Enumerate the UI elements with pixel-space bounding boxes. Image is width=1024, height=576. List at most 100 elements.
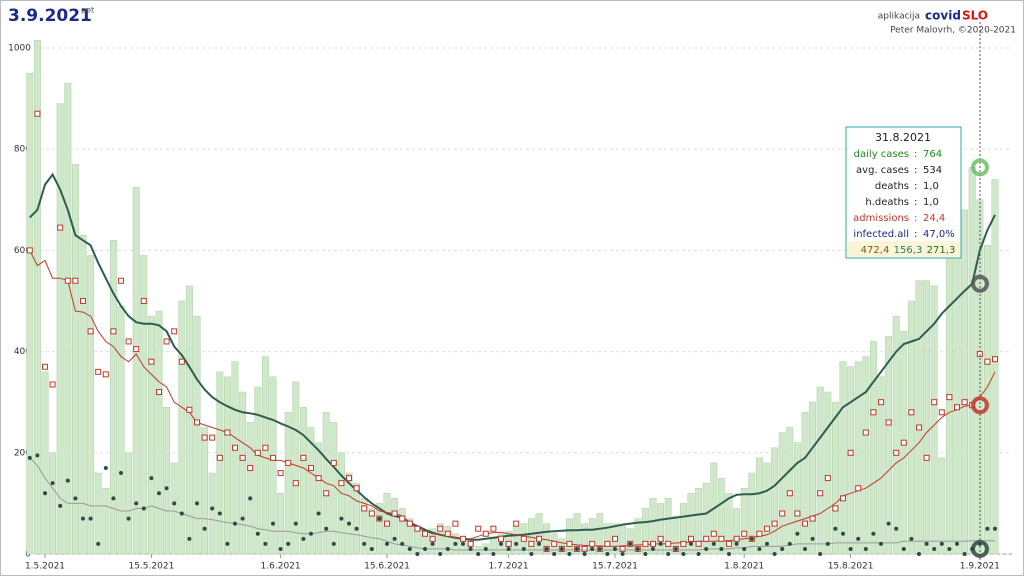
bar bbox=[543, 523, 551, 555]
point bbox=[947, 546, 952, 551]
bar bbox=[109, 240, 117, 555]
point bbox=[42, 363, 48, 370]
cursor-marker bbox=[971, 274, 989, 293]
point bbox=[263, 541, 268, 546]
point bbox=[164, 486, 169, 491]
point bbox=[406, 520, 413, 527]
point bbox=[886, 521, 891, 526]
bar bbox=[649, 498, 657, 555]
point bbox=[620, 552, 625, 556]
point bbox=[575, 546, 579, 551]
point bbox=[347, 521, 351, 526]
point bbox=[688, 535, 694, 542]
bar bbox=[740, 487, 748, 555]
point bbox=[901, 546, 906, 551]
point bbox=[552, 552, 557, 556]
bar bbox=[193, 315, 201, 555]
point bbox=[733, 535, 740, 542]
point bbox=[984, 358, 991, 365]
point bbox=[932, 546, 937, 551]
bar bbox=[687, 493, 695, 555]
point bbox=[179, 511, 184, 516]
point bbox=[43, 491, 47, 496]
x-tick-label: 1.6.2021 bbox=[261, 562, 301, 572]
cursor-marker bbox=[971, 396, 989, 415]
point bbox=[178, 358, 185, 365]
point bbox=[498, 535, 504, 542]
point bbox=[133, 346, 140, 353]
point bbox=[277, 470, 284, 477]
x-tick-label: 15.8.2021 bbox=[828, 562, 874, 572]
bar bbox=[64, 83, 72, 555]
point bbox=[727, 552, 731, 556]
point bbox=[292, 480, 299, 487]
point bbox=[118, 277, 124, 284]
point bbox=[870, 409, 877, 416]
point bbox=[156, 389, 162, 396]
bar bbox=[26, 73, 34, 555]
bar bbox=[41, 371, 49, 555]
point bbox=[961, 399, 968, 406]
point bbox=[81, 516, 85, 521]
bar bbox=[816, 386, 824, 555]
bar bbox=[269, 376, 277, 555]
x-tick-label: 1.5.2021 bbox=[25, 562, 65, 572]
point bbox=[689, 541, 693, 546]
point bbox=[239, 454, 246, 461]
tooltip-value: 47,0% bbox=[923, 229, 955, 240]
point bbox=[635, 546, 640, 551]
point bbox=[946, 394, 953, 401]
point bbox=[34, 110, 41, 117]
point bbox=[885, 419, 892, 426]
point bbox=[460, 535, 466, 542]
credit: Peter Malovrh, ©2020-2021 bbox=[890, 26, 1016, 36]
point bbox=[315, 475, 322, 482]
bar bbox=[565, 518, 573, 555]
point bbox=[415, 552, 420, 556]
bar bbox=[809, 401, 817, 555]
bar bbox=[223, 376, 231, 555]
point bbox=[126, 516, 131, 521]
point bbox=[87, 328, 94, 335]
bar bbox=[368, 508, 376, 555]
point bbox=[72, 277, 79, 284]
tooltip-footer: 156,3 bbox=[894, 245, 923, 256]
tooltip-value: 1,0 bbox=[923, 181, 939, 192]
point bbox=[430, 541, 435, 546]
point bbox=[134, 501, 139, 506]
point bbox=[80, 297, 86, 304]
point bbox=[551, 540, 558, 547]
point bbox=[186, 406, 193, 413]
bar bbox=[125, 452, 133, 555]
tooltip-label: h.deaths bbox=[865, 197, 909, 208]
bar bbox=[527, 518, 535, 555]
bar bbox=[869, 341, 877, 555]
point bbox=[544, 546, 549, 551]
point bbox=[651, 546, 655, 551]
point bbox=[400, 541, 405, 546]
point bbox=[384, 520, 390, 527]
point bbox=[894, 526, 899, 531]
bar bbox=[49, 452, 57, 555]
point bbox=[224, 429, 231, 436]
point bbox=[871, 531, 876, 536]
point bbox=[520, 535, 527, 542]
point bbox=[216, 454, 223, 461]
x-tick-label: 1.7.2021 bbox=[489, 562, 529, 572]
bar bbox=[907, 300, 915, 555]
bar bbox=[702, 482, 710, 555]
bar bbox=[657, 503, 665, 555]
tooltip-label: deaths bbox=[875, 181, 909, 192]
bar bbox=[733, 508, 741, 555]
point bbox=[765, 541, 769, 546]
point bbox=[233, 521, 237, 526]
point bbox=[985, 526, 990, 531]
point bbox=[787, 541, 792, 546]
point bbox=[346, 475, 352, 482]
point bbox=[210, 506, 215, 511]
point bbox=[50, 481, 55, 486]
point bbox=[665, 540, 672, 547]
bar bbox=[345, 472, 353, 555]
point bbox=[848, 546, 853, 551]
